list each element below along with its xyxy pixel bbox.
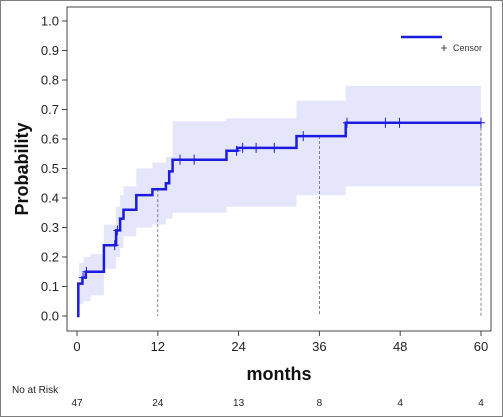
risk-count: 4: [397, 398, 403, 409]
legend-box: [393, 29, 485, 57]
legend: Censor: [393, 29, 485, 57]
y-tick-label: 0.1: [41, 279, 59, 294]
censor-mark: [395, 117, 404, 128]
legend-censor-label: Censor: [453, 43, 482, 53]
y-tick-label: 0.2: [41, 250, 59, 265]
risk-count: 8: [317, 398, 323, 409]
x-tick-label: 0: [73, 339, 80, 354]
y-tick-label: 0.7: [41, 102, 59, 117]
y-tick-label: 0.0: [41, 309, 59, 324]
confidence-band: [77, 85, 481, 317]
y-tick-label: 0.9: [41, 43, 59, 58]
censor-mark: [299, 131, 308, 142]
risk-count: 24: [152, 398, 164, 409]
x-tick-label: 36: [312, 339, 326, 354]
risk-count: 4: [478, 398, 484, 409]
survival-curve-layer: [77, 121, 481, 318]
y-tick-label: 0.5: [41, 161, 59, 176]
censor-mark: [381, 117, 390, 128]
x-axis-title: months: [247, 364, 312, 384]
risk-count: 13: [233, 398, 245, 409]
y-tick-label: 0.8: [41, 73, 59, 88]
censor-mark: [477, 117, 485, 128]
risk-count: 47: [71, 398, 83, 409]
x-tick-label: 48: [393, 339, 407, 354]
censor-mark: [113, 225, 122, 236]
censor-mark: [270, 142, 279, 153]
y-tick-label: 0.4: [41, 191, 59, 206]
y-tick-label: 0.6: [41, 132, 59, 147]
risk-table-label: No at Risk: [12, 385, 59, 396]
y-tick-label: 0.3: [41, 220, 59, 235]
censor-mark: [252, 142, 261, 153]
legend-censor-mark: [441, 45, 447, 51]
censor-mark: [238, 142, 247, 153]
censor-mark: [190, 154, 199, 165]
censor-mark: [79, 272, 88, 283]
reference-lines-layer: [157, 122, 482, 316]
x-tick-label: 12: [151, 339, 165, 354]
confidence-band-layer: [77, 85, 481, 317]
censor-mark: [110, 240, 119, 251]
x-tick-label: 24: [231, 339, 245, 354]
x-axis: 0 12 24 36 48 60: [73, 331, 488, 354]
risk-table: No at Risk 47 24 13 8 4 4: [12, 385, 484, 409]
censor-mark: [343, 117, 352, 128]
y-axis: 0.0 0.1 0.2 0.3 0.4 0.5 0.6 0.7 0.8 0.9 1.0: [41, 14, 67, 324]
y-tick-label: 1.0: [41, 14, 59, 29]
censor-mark: [82, 266, 91, 277]
x-tick-label: 60: [474, 339, 488, 354]
survival-curve: [77, 121, 481, 318]
censor-marks-layer: [79, 117, 485, 283]
censor-mark: [232, 145, 241, 156]
y-axis-title: Probability: [12, 122, 32, 215]
censor-mark: [176, 154, 185, 165]
